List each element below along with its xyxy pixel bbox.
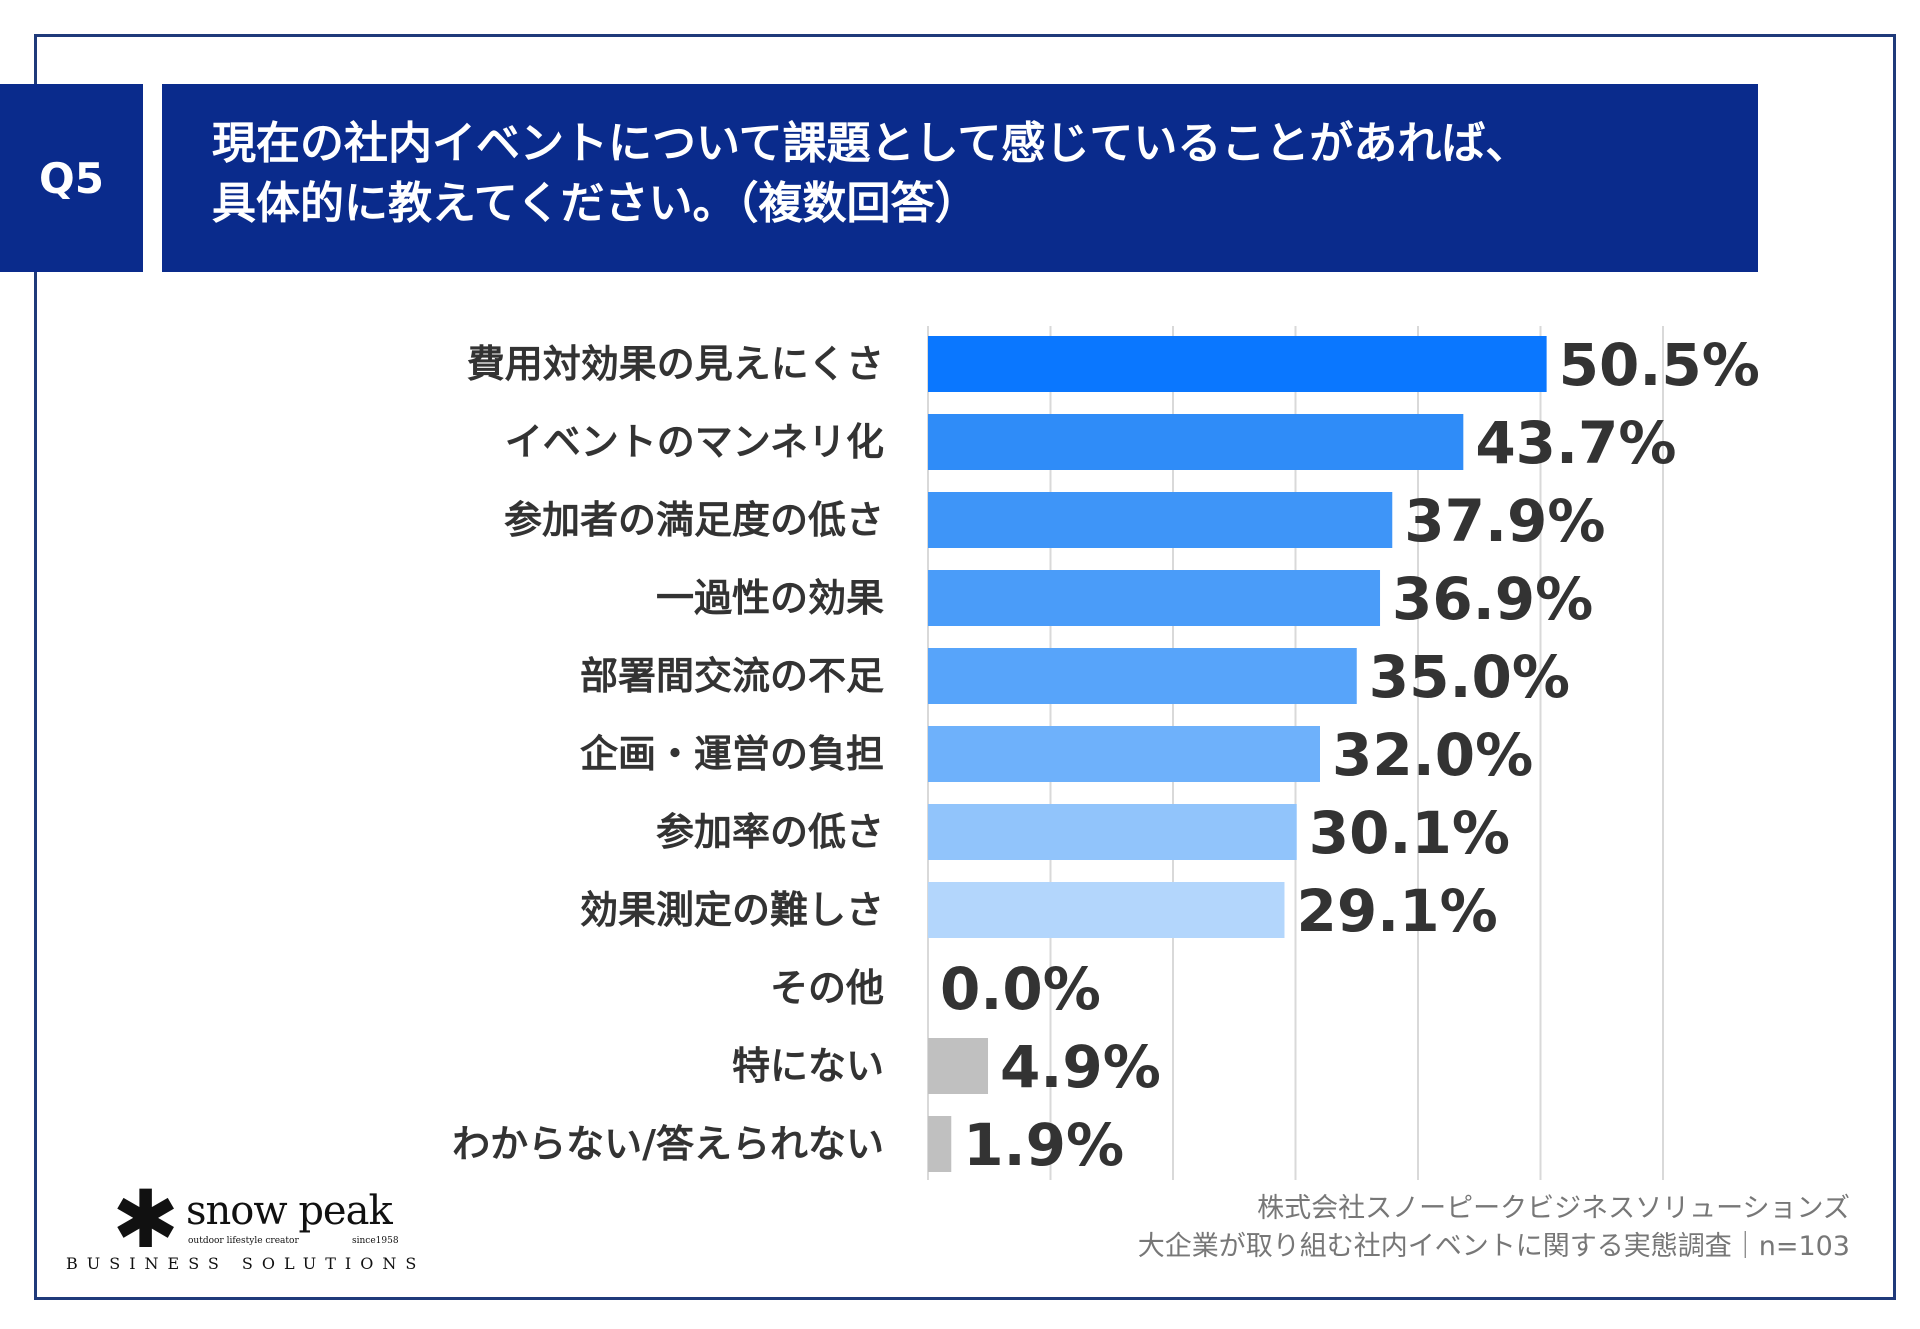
category-label: 一過性の効果 [656, 576, 884, 620]
question-box: 現在の社内イベントについて課題として感じていることがあれば、 具体的に教えてくだ… [162, 84, 1758, 272]
value-label: 4.9% [1000, 1033, 1161, 1101]
bar [928, 1116, 952, 1172]
logo-name: snow peak [186, 1188, 393, 1234]
bar [928, 804, 1297, 860]
snow-peak-logo: ✱ snow peak outdoor lifestyle creator si… [62, 1180, 432, 1280]
logo-subtitle: BUSINESS SOLUTIONS [66, 1254, 426, 1273]
source-company: 株式会社スノーピークビジネスソリューションズ [1257, 1193, 1850, 1224]
question-badge: Q5 [0, 84, 143, 272]
value-label: 37.9% [1404, 487, 1605, 555]
logo-tagline: outdoor lifestyle creator [188, 1236, 299, 1246]
bar [928, 726, 1320, 782]
bar [928, 336, 1547, 392]
category-label: その他 [770, 966, 884, 1010]
value-label: 0.0% [940, 955, 1101, 1023]
value-label: 35.0% [1369, 643, 1570, 711]
source-survey: 大企業が取り組む社内イベントに関する実態調査｜n=103 [1137, 1231, 1850, 1262]
category-label: 企画・運営の負担 [580, 732, 884, 776]
bar [928, 648, 1357, 704]
category-label: 特にない [732, 1044, 884, 1088]
value-label: 36.9% [1392, 565, 1593, 633]
value-label: 29.1% [1296, 877, 1497, 945]
category-label: 部署間交流の不足 [580, 654, 884, 698]
question-line-2: 具体的に教えてください。（複数回答） [212, 178, 979, 229]
bar [928, 492, 1393, 548]
value-label: 50.5% [1559, 331, 1760, 399]
value-label: 32.0% [1332, 721, 1533, 789]
category-label: 効果測定の難しさ [580, 888, 884, 932]
value-label: 43.7% [1475, 409, 1676, 477]
category-label: イベントのマンネリ化 [505, 420, 884, 464]
slide-frame [34, 34, 1896, 1300]
question-line-1: 現在の社内イベントについて課題として感じていることがあれば、 [212, 118, 1530, 169]
bar [928, 1038, 989, 1094]
category-label: 費用対効果の見えにくさ [467, 342, 884, 386]
value-label: 1.9% [963, 1111, 1124, 1179]
source-note: 株式会社スノーピークビジネスソリューションズ 大企業が取り組む社内イベントに関す… [1138, 1190, 1850, 1266]
snowflake-icon: ✱ [112, 1173, 180, 1266]
category-label: 参加率の低さ [656, 810, 884, 854]
category-label: 参加者の満足度の低さ [504, 498, 884, 542]
category-label: わからない/答えられない [452, 1122, 884, 1166]
bar [928, 570, 1381, 626]
value-label: 30.1% [1309, 799, 1510, 867]
logo-since: since1958 [352, 1236, 399, 1246]
bar [928, 414, 1464, 470]
bar [928, 882, 1285, 938]
